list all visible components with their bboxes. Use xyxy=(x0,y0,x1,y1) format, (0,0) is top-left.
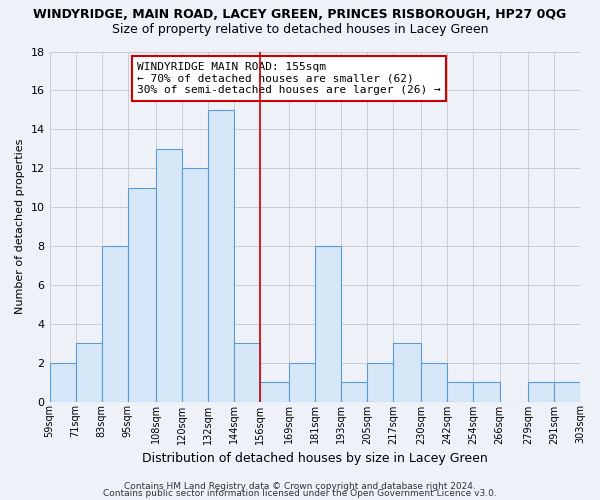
Bar xyxy=(235,343,260,402)
Bar xyxy=(421,362,448,402)
Text: Contains HM Land Registry data © Crown copyright and database right 2024.: Contains HM Land Registry data © Crown c… xyxy=(124,482,476,491)
Text: WINDYRIDGE, MAIN ROAD, LACEY GREEN, PRINCES RISBOROUGH, HP27 0QG: WINDYRIDGE, MAIN ROAD, LACEY GREEN, PRIN… xyxy=(34,8,566,20)
Bar xyxy=(208,110,235,402)
Bar xyxy=(528,382,554,402)
Text: Size of property relative to detached houses in Lacey Green: Size of property relative to detached ho… xyxy=(112,22,488,36)
Bar xyxy=(260,382,289,402)
Bar xyxy=(128,188,156,402)
Bar xyxy=(473,382,500,402)
Bar xyxy=(554,382,580,402)
Bar xyxy=(341,382,367,402)
Text: Contains public sector information licensed under the Open Government Licence v3: Contains public sector information licen… xyxy=(103,489,497,498)
Bar xyxy=(182,168,208,402)
Bar xyxy=(393,343,421,402)
Bar xyxy=(315,246,341,402)
Bar xyxy=(102,246,128,402)
Bar xyxy=(76,343,102,402)
Bar xyxy=(289,362,315,402)
Bar xyxy=(367,362,393,402)
Bar xyxy=(50,362,76,402)
Text: WINDYRIDGE MAIN ROAD: 155sqm
← 70% of detached houses are smaller (62)
30% of se: WINDYRIDGE MAIN ROAD: 155sqm ← 70% of de… xyxy=(137,62,441,95)
Bar xyxy=(448,382,473,402)
X-axis label: Distribution of detached houses by size in Lacey Green: Distribution of detached houses by size … xyxy=(142,452,488,465)
Y-axis label: Number of detached properties: Number of detached properties xyxy=(15,139,25,314)
Bar xyxy=(156,148,182,402)
